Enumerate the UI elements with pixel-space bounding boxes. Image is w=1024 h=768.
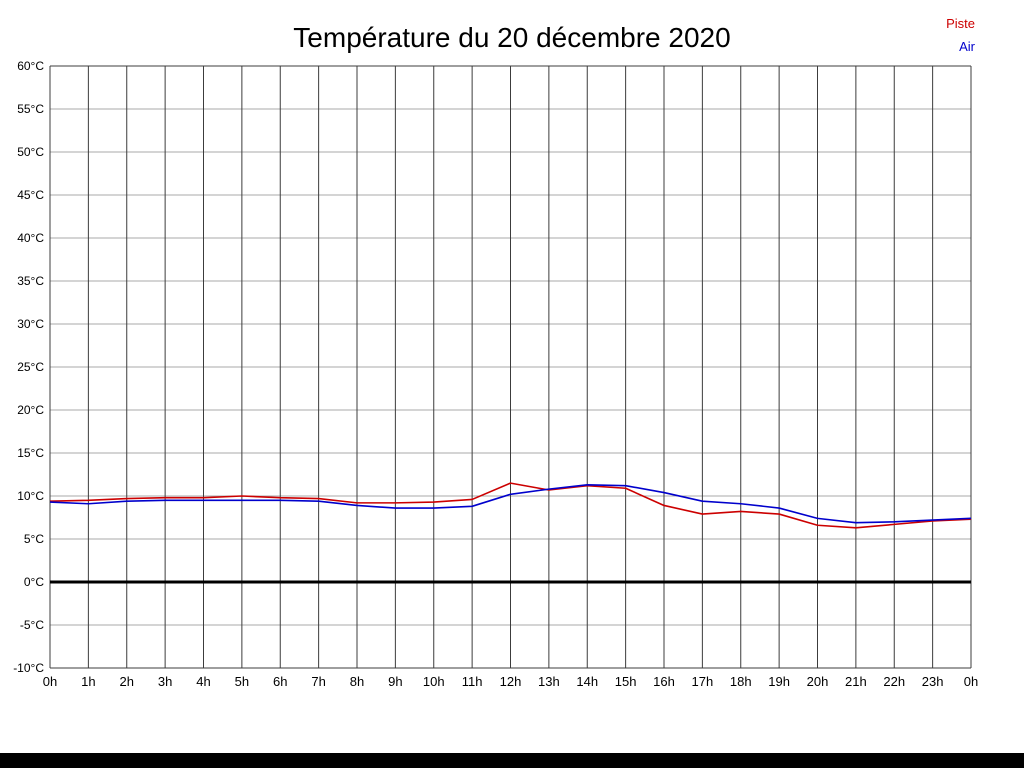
x-tick-label: 6h <box>273 674 287 689</box>
x-tick-label: 19h <box>768 674 790 689</box>
y-tick-label: 40°C <box>17 231 44 245</box>
y-tick-label: 5°C <box>24 532 44 546</box>
y-tick-label: 10°C <box>17 489 44 503</box>
legend: Piste Air <box>946 12 975 58</box>
x-tick-label: 1h <box>81 674 95 689</box>
x-tick-label: 23h <box>922 674 944 689</box>
x-tick-label: 3h <box>158 674 172 689</box>
x-tick-label: 0h <box>43 674 57 689</box>
y-tick-label: 45°C <box>17 188 44 202</box>
y-tick-label: 50°C <box>17 145 44 159</box>
y-tick-label: 30°C <box>17 317 44 331</box>
x-tick-label: 21h <box>845 674 867 689</box>
x-tick-label: 14h <box>576 674 598 689</box>
legend-item-air: Air <box>959 39 975 54</box>
bottom-bar <box>0 753 1024 768</box>
x-tick-label: 17h <box>692 674 714 689</box>
x-tick-label: 7h <box>311 674 325 689</box>
x-tick-label: 22h <box>883 674 905 689</box>
x-tick-label: 16h <box>653 674 675 689</box>
x-tick-label: 12h <box>500 674 522 689</box>
y-tick-label: 20°C <box>17 403 44 417</box>
y-tick-label: 25°C <box>17 360 44 374</box>
x-tick-label: 0h <box>964 674 978 689</box>
series-line-piste <box>49 482 972 529</box>
x-tick-label: 4h <box>196 674 210 689</box>
x-tick-label: 9h <box>388 674 402 689</box>
y-tick-label: 15°C <box>17 446 44 460</box>
x-tick-label: 11h <box>462 674 483 689</box>
x-tick-label: 13h <box>538 674 560 689</box>
y-tick-label: 60°C <box>17 59 44 73</box>
y-tick-label: 35°C <box>17 274 44 288</box>
x-tick-label: 15h <box>615 674 637 689</box>
y-tick-label: 0°C <box>24 575 44 589</box>
x-tick-label: 5h <box>235 674 249 689</box>
series-line-air <box>49 484 972 524</box>
x-tick-label: 2h <box>120 674 134 689</box>
y-tick-label: -10°C <box>13 661 44 675</box>
x-tick-label: 10h <box>423 674 445 689</box>
chart-title: Température du 20 décembre 2020 <box>293 22 731 53</box>
y-tick-label: -5°C <box>20 618 44 632</box>
x-tick-label: 18h <box>730 674 752 689</box>
x-tick-label: 8h <box>350 674 364 689</box>
y-tick-label: 55°C <box>17 102 44 116</box>
temperature-chart: -10°C -5°C 0°C 5°C 10°C 15°C 20°C 25°C 30°C 35°C 4… <box>13 59 978 689</box>
x-tick-label: 20h <box>807 674 829 689</box>
legend-item-piste: Piste <box>946 16 975 31</box>
